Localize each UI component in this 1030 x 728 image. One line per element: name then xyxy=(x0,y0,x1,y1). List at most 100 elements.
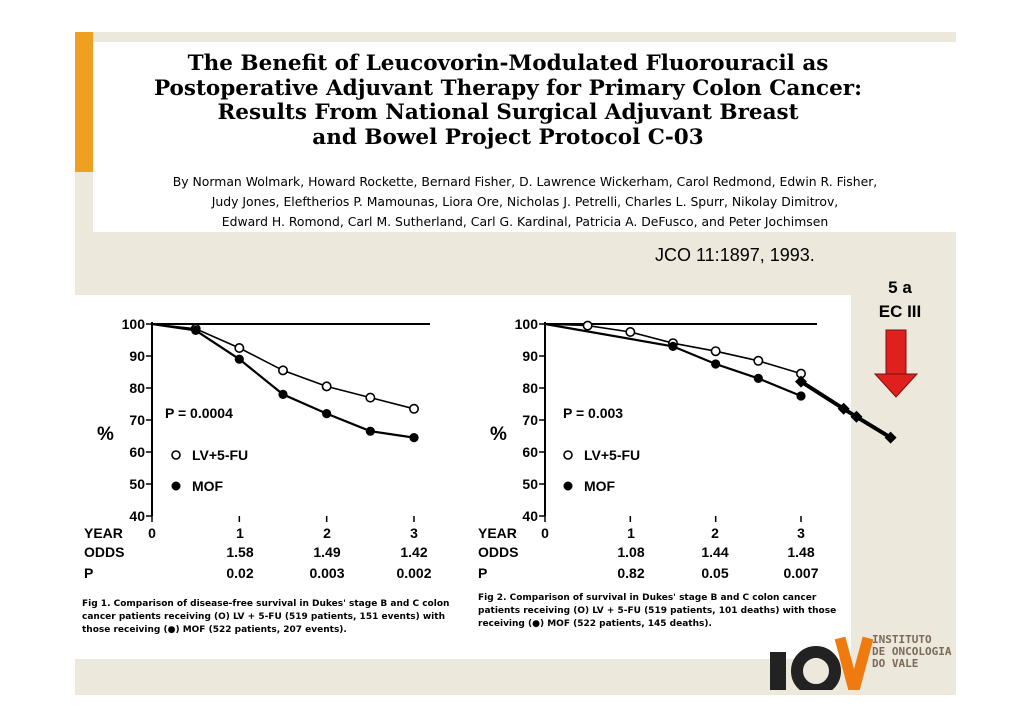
x-tick-label: 2 xyxy=(323,525,331,541)
y-axis-label: % xyxy=(97,424,114,445)
legend-label: LV+5-FU xyxy=(192,447,248,463)
figure-2-caption: Fig 2. Comparison of survival in Dukes' … xyxy=(478,592,848,631)
legend-filled-circle-marker xyxy=(171,481,181,491)
y-tick-label: 70 xyxy=(129,412,145,428)
y-tick-label: 80 xyxy=(522,380,538,396)
odds-value: 1.08 xyxy=(617,544,644,560)
author-list: By Norman Wolmark, Howard Rockette, Bern… xyxy=(100,172,950,232)
y-tick-label: 50 xyxy=(129,476,145,492)
odds-value: 1.58 xyxy=(226,544,253,560)
accent-bar xyxy=(75,32,93,172)
logo-letter-v xyxy=(834,636,874,690)
x-tick-label: 3 xyxy=(797,525,805,541)
y-tick-label: 60 xyxy=(129,444,145,460)
p-value: 0.05 xyxy=(701,565,728,581)
odds-value: 1.48 xyxy=(787,544,814,560)
logo-letter-o xyxy=(791,646,841,690)
p-value-label: P = 0.0004 xyxy=(165,405,233,421)
table-row-label: P xyxy=(84,565,93,581)
data-point-open xyxy=(408,403,419,414)
p-value: 0.007 xyxy=(783,565,818,581)
legend-label: LV+5-FU xyxy=(584,447,640,463)
data-point-open xyxy=(277,365,288,376)
red-arrow-shaft xyxy=(885,329,907,375)
x-tick-label: 0 xyxy=(148,525,156,541)
legend-label: MOF xyxy=(584,478,616,494)
data-point-open xyxy=(234,342,245,353)
legend-open-circle-marker xyxy=(563,450,573,460)
y-tick-label: 40 xyxy=(129,508,145,524)
x-tick-label: 0 xyxy=(541,525,549,541)
data-point-filled xyxy=(322,409,332,419)
figure-1-caption-label: Fig 1. xyxy=(82,599,111,609)
y-tick-label: 70 xyxy=(522,412,538,428)
stage-label: 5 a EC III xyxy=(868,276,932,324)
legend-label: MOF xyxy=(192,478,224,494)
stage-label-line-2: EC III xyxy=(878,302,922,321)
extension-point xyxy=(795,375,807,388)
y-tick-label: 90 xyxy=(522,348,538,364)
p-value: 0.82 xyxy=(617,565,644,581)
logo-letter-i xyxy=(770,652,786,690)
y-axis-label: % xyxy=(490,424,507,445)
data-point-filled xyxy=(234,354,244,364)
data-point-filled xyxy=(191,325,201,335)
data-point-filled xyxy=(796,391,806,401)
x-tick-label: 3 xyxy=(410,525,418,541)
figure-2-caption-label: Fig 2. xyxy=(478,593,507,603)
data-point-open xyxy=(753,355,764,366)
title-line: The Benefit of Leucovorin-Modulated Fluo… xyxy=(187,51,829,76)
y-tick-label: 80 xyxy=(129,380,145,396)
table-row-label: ODDS xyxy=(478,544,518,560)
y-tick-label: 50 xyxy=(522,476,538,492)
x-tick-label: 1 xyxy=(236,525,244,541)
author-line: By Norman Wolmark, Howard Rockette, Bern… xyxy=(172,174,878,189)
logo-text-line: DO VALE xyxy=(872,657,919,670)
paper-title: The Benefit of Leucovorin-Modulated Fluo… xyxy=(93,51,923,150)
figure-1-caption-text: Comparison of disease-free survival in D… xyxy=(82,599,450,635)
logo-text-line: DE ONCOLOGIA xyxy=(872,645,952,658)
y-tick-label: 100 xyxy=(122,316,146,332)
x-tick-label: 2 xyxy=(711,525,719,541)
extension-point xyxy=(850,410,863,423)
p-value-label: P = 0.003 xyxy=(563,405,623,421)
logo-text-line: INSTITUTO xyxy=(872,633,932,646)
data-point-open xyxy=(710,346,721,357)
y-tick-label: 40 xyxy=(522,508,538,524)
x-tick-label: 1 xyxy=(627,525,635,541)
data-point-filled xyxy=(753,373,763,383)
figure-panel xyxy=(75,295,851,659)
title-box xyxy=(93,42,956,232)
extension-point xyxy=(837,402,850,415)
citation: JCO 11:1897, 1993. xyxy=(655,245,815,265)
data-point-filled xyxy=(365,426,375,436)
table-row-label: ODDS xyxy=(84,544,124,560)
extension-point xyxy=(884,431,897,444)
data-point-open xyxy=(321,381,332,392)
legend-open-circle-marker xyxy=(171,450,181,460)
legend-filled-circle-marker xyxy=(563,481,573,491)
y-tick-label: 90 xyxy=(129,348,145,364)
data-point-filled xyxy=(409,433,419,443)
table-row-label: YEAR xyxy=(84,525,123,541)
data-point-open xyxy=(365,392,376,403)
data-point-open xyxy=(582,320,593,331)
title-line: Results From National Surgical Adjuvant … xyxy=(217,100,799,125)
data-point-filled xyxy=(278,389,288,399)
p-value: 0.02 xyxy=(226,565,253,581)
table-row-label: P xyxy=(478,565,487,581)
odds-value: 1.49 xyxy=(313,544,340,560)
stage-label-line-1: 5 a xyxy=(888,278,912,297)
table-row-label: YEAR xyxy=(478,525,517,541)
p-value: 0.002 xyxy=(396,565,431,581)
data-point-filled xyxy=(711,359,721,369)
data-point-open xyxy=(625,326,636,337)
extension-line xyxy=(799,379,892,440)
author-line: Judy Jones, Eleftherios P. Mamounas, Lio… xyxy=(211,194,839,209)
y-tick-label: 60 xyxy=(522,444,538,460)
red-arrow-head xyxy=(873,373,919,398)
figure-2-caption-text: Comparison of survival in Dukes' stage B… xyxy=(478,593,837,629)
p-value: 0.003 xyxy=(309,565,344,581)
title-line: Postoperative Adjuvant Therapy for Prima… xyxy=(153,75,863,101)
